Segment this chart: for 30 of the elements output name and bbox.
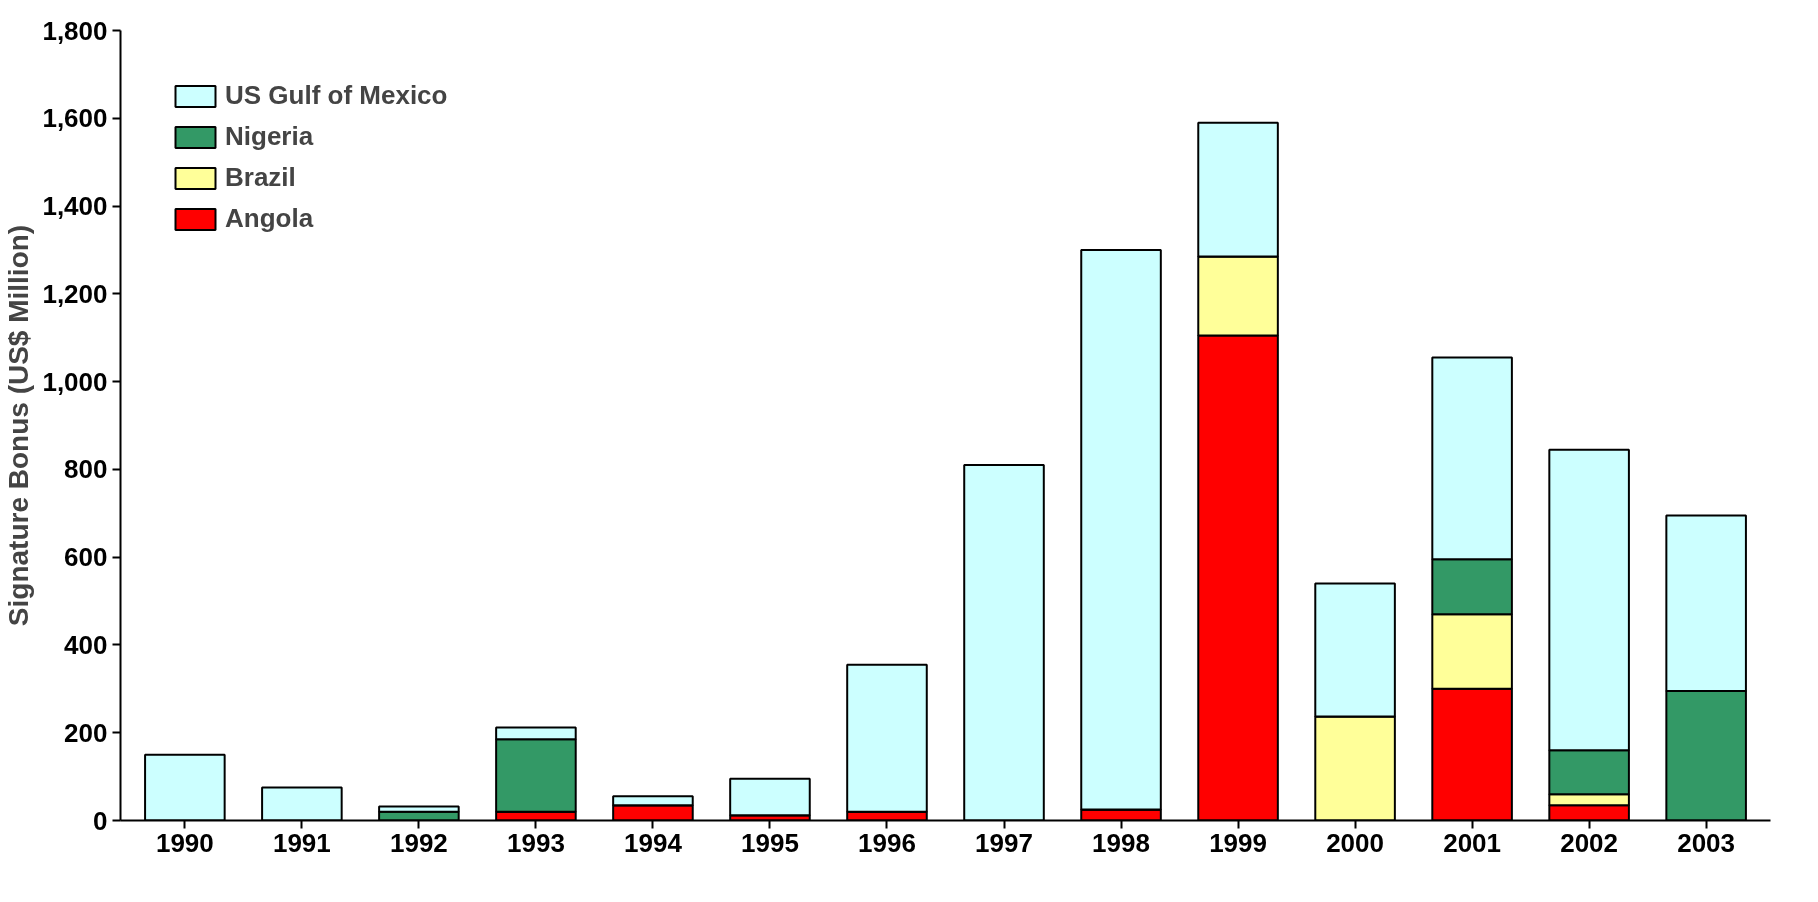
x-tick-label: 1992 <box>389 827 448 858</box>
legend-label: Angola <box>225 203 314 234</box>
x-tick-label: 2001 <box>1443 827 1502 858</box>
y-tick-label: 1,000 <box>42 366 108 397</box>
y-tick-label: 200 <box>64 717 108 748</box>
y-tick-label: 400 <box>64 629 108 660</box>
legend-label: Brazil <box>225 162 296 193</box>
y-tick-label: 0 <box>93 805 108 836</box>
y-tick-label: 1,800 <box>42 15 108 46</box>
x-tick-label: 1991 <box>272 827 331 858</box>
x-tick-label: 1990 <box>155 827 214 858</box>
legend-label: Nigeria <box>225 121 314 152</box>
x-tick-label: 2003 <box>1677 827 1736 858</box>
legend-label: US Gulf of Mexico <box>225 80 448 111</box>
x-tick-label: 1997 <box>975 827 1033 858</box>
x-tick-label: 1996 <box>858 827 916 858</box>
x-tick-label: 2000 <box>1326 827 1384 858</box>
y-axis-title: Signature Bonus (US$ Million) <box>3 224 35 627</box>
y-tick-label: 1,200 <box>42 278 108 309</box>
y-tick-label: 1,400 <box>42 191 108 222</box>
x-tick-label: 1995 <box>741 827 799 858</box>
y-tick-label: 1,600 <box>42 103 108 134</box>
y-tick-label: 800 <box>64 454 108 485</box>
x-tick-label: 1994 <box>624 827 683 858</box>
bar <box>729 777 811 817</box>
x-tick-label: 1999 <box>1209 827 1267 858</box>
x-tick-label: 2002 <box>1560 827 1619 858</box>
x-tick-label: 1993 <box>507 827 565 858</box>
y-tick-label: 600 <box>64 542 108 573</box>
x-tick-label: 1998 <box>1092 827 1150 858</box>
